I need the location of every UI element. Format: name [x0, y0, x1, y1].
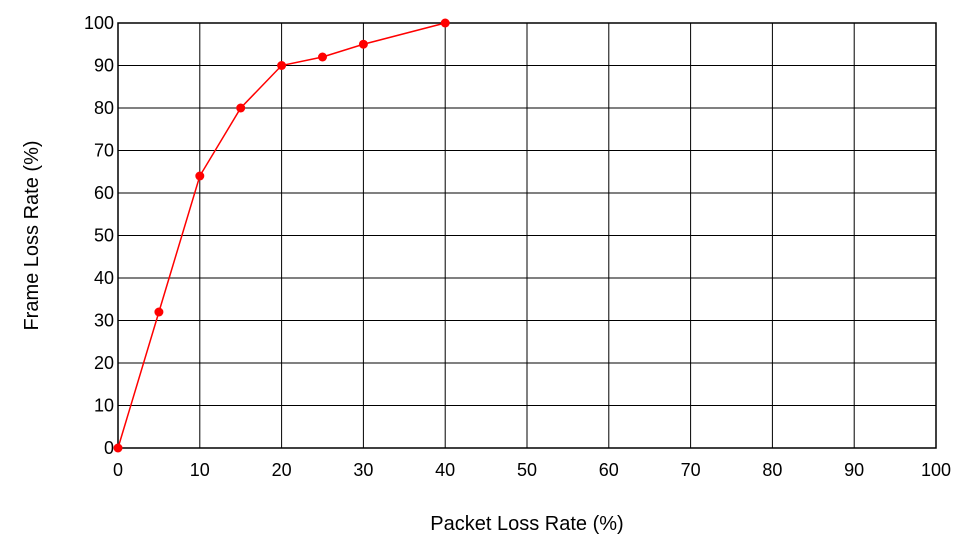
y-tick-label: 40 [94, 268, 114, 288]
y-tick-label: 30 [94, 311, 114, 331]
x-tick-label: 70 [681, 460, 701, 480]
y-axis-tick-labels: 0 10 20 30 40 50 60 70 80 90 100 [84, 13, 114, 458]
y-tick-label: 60 [94, 183, 114, 203]
y-tick-label: 50 [94, 226, 114, 246]
y-tick-label: 0 [104, 438, 114, 458]
x-tick-label: 40 [435, 460, 455, 480]
data-point [236, 103, 246, 113]
data-point [113, 443, 123, 453]
y-tick-label: 100 [84, 13, 114, 33]
x-tick-label: 60 [599, 460, 619, 480]
y-tick-label: 10 [94, 396, 114, 416]
series-layer [113, 18, 450, 453]
x-axis-tick-labels: 0 10 20 30 40 50 60 70 80 90 100 [113, 460, 951, 480]
data-point [358, 39, 368, 49]
data-point [440, 18, 450, 28]
y-tick-label: 70 [94, 141, 114, 161]
data-point [277, 61, 287, 70]
x-tick-label: 90 [844, 460, 864, 480]
data-point [318, 52, 327, 62]
data-point [195, 171, 205, 181]
y-axis-title: Frame Loss Rate (%) [21, 140, 43, 330]
x-tick-label: 80 [762, 460, 782, 480]
x-axis-title: Packet Loss Rate (%) [430, 513, 623, 535]
x-tick-label: 100 [921, 460, 951, 480]
series-line [117, 22, 446, 449]
x-tick-label: 30 [353, 460, 373, 480]
x-tick-label: 20 [272, 460, 292, 480]
y-tick-label: 20 [94, 353, 114, 373]
x-tick-label: 10 [190, 460, 210, 480]
y-tick-label: 80 [94, 98, 114, 118]
x-tick-label: 0 [113, 460, 123, 480]
plot-area-frame [117, 22, 937, 449]
x-tick-label: 50 [517, 460, 537, 480]
data-point [154, 307, 164, 317]
chart-grid [117, 22, 937, 449]
y-tick-label: 90 [94, 56, 114, 76]
